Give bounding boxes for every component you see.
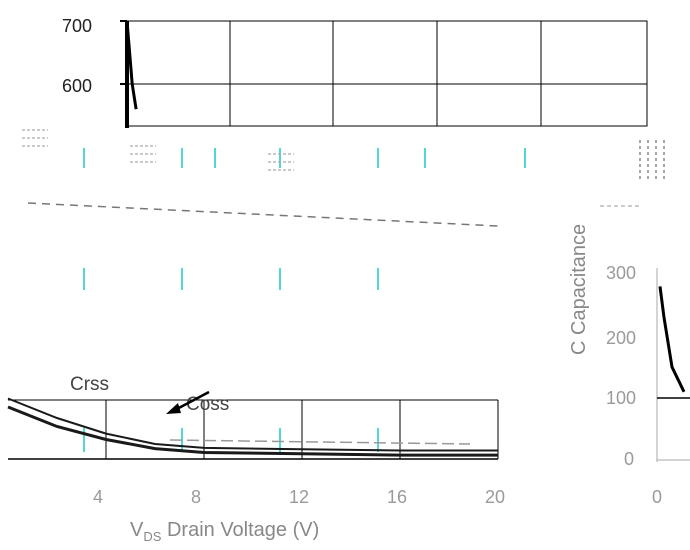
main-panel: Crss Coss 4 8 12 16 20 VDS Drain Voltage (V) [7,148,526,544]
series-line-coss [7,397,498,452]
coss-arrow-shaft [174,390,210,412]
right-ytick-label: 200 [606,328,636,348]
x-tick-label: 16 [387,487,407,507]
x-tick-label: 4 [93,487,103,507]
right-ytick-label: 300 [606,263,636,283]
coss-annotation: Coss [186,394,229,415]
top-panel-series-line [125,20,138,110]
x-tick-label: 12 [289,487,309,507]
right-panel-top-labels [639,140,665,182]
right-panel-series-line [658,286,686,393]
main-panel-x-ticks: 4 8 12 16 20 [93,487,505,507]
right-ytick-label: 0 [624,449,634,469]
right-panel: C Capacitance 300 200 100 0 0 [568,140,690,507]
top-ytick-label: 700 [62,16,92,36]
main-panel-cyan-grid [83,148,526,459]
coss-arrow-head [166,403,181,414]
main-panel-dashed-traces [27,202,499,445]
x-tick-label: 8 [191,487,201,507]
top-panel-y-ticks: 700 600 [62,16,127,96]
x-axis-title-rest: Drain Voltage (V) [161,519,319,541]
top-panel-grid [127,21,647,126]
top-panel: 700 600 [62,16,648,128]
crss-annotation: Crss [70,374,109,395]
x-axis-title: VDS Drain Voltage (V) [130,519,319,544]
dashed-trace [169,439,471,445]
right-y-axis-title: C Capacitance [568,224,590,355]
series-line-crss [7,405,498,457]
top-ytick-label: 600 [62,76,92,96]
right-xtick-label: 0 [652,487,662,507]
x-axis-title-sub: DS [143,529,161,544]
top-panel-frame [126,20,648,127]
right-panel-y-ticks: 300 200 100 0 0 [606,263,662,507]
x-axis-title-var: V [130,519,144,541]
main-panel-series [7,397,498,457]
dashed-trace [27,202,499,227]
right-ytick-label: 100 [606,388,636,408]
faded-header-fragments [22,129,640,207]
x-tick-label: 20 [485,487,505,507]
